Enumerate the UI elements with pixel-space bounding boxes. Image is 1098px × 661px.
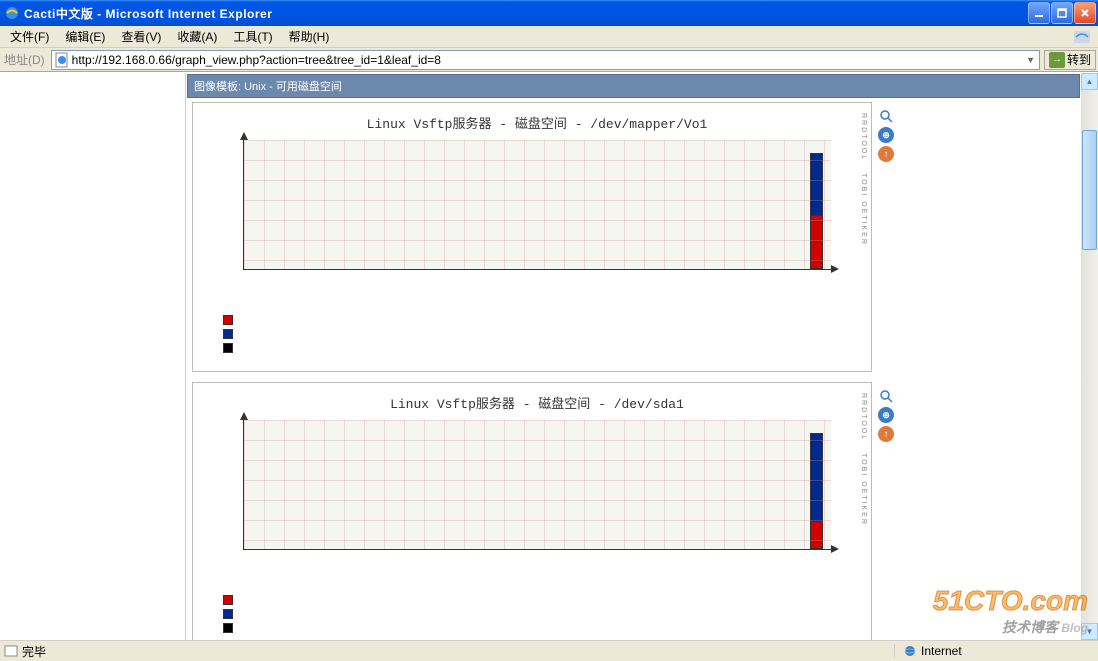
legend-swatch-red: [223, 315, 233, 325]
plot-area: [243, 420, 831, 550]
legend-swatch-blue: [223, 609, 233, 619]
address-input-wrap[interactable]: ▼: [51, 50, 1040, 70]
graph-title: Linux Vsftp服务器 - 磁盘空间 - /dev/mapper/Vo1: [213, 109, 861, 136]
rrdtool-watermark2: TOBI OETIKER: [860, 453, 867, 526]
address-input[interactable]: [72, 53, 1024, 67]
maximize-button[interactable]: [1051, 2, 1073, 24]
tree-pane[interactable]: [0, 73, 186, 640]
bar-used: [810, 215, 823, 269]
graph-action-icons: ⊕ ↑: [872, 102, 894, 162]
menu-view[interactable]: 查看(V): [115, 26, 167, 47]
menu-tools[interactable]: 工具(T): [227, 26, 278, 47]
legend-swatch-red: [223, 595, 233, 605]
internet-zone-icon: [903, 644, 917, 658]
rrdtool-watermark: RRDTOOL: [860, 113, 867, 161]
graph-legend: [223, 595, 233, 637]
page-icon: [54, 52, 70, 68]
menu-favorites[interactable]: 收藏(A): [171, 26, 223, 47]
bar-total: [810, 433, 823, 549]
window-title: Cacti中文版 - Microsoft Internet Explorer: [24, 5, 1028, 22]
close-button[interactable]: [1074, 2, 1096, 24]
address-label: 地址(D): [2, 51, 47, 68]
csv-export-icon[interactable]: ⊕: [878, 407, 894, 423]
dropdown-icon[interactable]: ▼: [1024, 55, 1037, 65]
go-label: 转到: [1067, 51, 1091, 68]
scroll-up-button[interactable]: ▲: [1081, 73, 1098, 90]
window-titlebar: Cacti中文版 - Microsoft Internet Explorer: [0, 0, 1098, 26]
zoom-icon[interactable]: [878, 108, 894, 124]
section-header-disk: 图像模板: Unix - 可用磁盘空间: [187, 74, 1080, 98]
graph-row: Linux Vsftp服务器 - 磁盘空间 - /dev/mapper/Vo1 …: [186, 98, 1081, 378]
scroll-track[interactable]: [1081, 90, 1098, 623]
address-bar: 地址(D) ▼ → 转到: [0, 48, 1098, 72]
scroll-thumb[interactable]: [1082, 130, 1097, 250]
vertical-scrollbar[interactable]: ▲ ▼: [1081, 73, 1098, 640]
graph-pane: 图像模板: Unix - 可用磁盘空间 Linux Vsftp服务器 - 磁盘空…: [186, 73, 1081, 640]
ie-icon: [4, 5, 20, 21]
graph-row: Linux Vsftp服务器 - 磁盘空间 - /dev/sda1 RRDTOO…: [186, 378, 1081, 640]
minimize-button[interactable]: [1028, 2, 1050, 24]
graph-box-2: Linux Vsftp服务器 - 磁盘空间 - /dev/sda1 RRDTOO…: [192, 382, 872, 640]
rrdtool-watermark: RRDTOOL: [860, 393, 867, 441]
graph-title: Linux Vsftp服务器 - 磁盘空间 - /dev/sda1: [213, 389, 861, 416]
plot-area: [243, 140, 831, 270]
legend-swatch-black: [223, 623, 233, 633]
graph-action-icons: ⊕ ↑: [872, 382, 894, 442]
go-button[interactable]: → 转到: [1044, 50, 1096, 70]
menu-file[interactable]: 文件(F): [4, 26, 55, 47]
menu-help[interactable]: 帮助(H): [283, 26, 336, 47]
content-area: 图像模板: Unix - 可用磁盘空间 Linux Vsftp服务器 - 磁盘空…: [0, 72, 1098, 640]
status-text: 完毕: [22, 643, 46, 660]
bar-used: [810, 521, 823, 549]
done-icon: [4, 644, 18, 658]
scroll-down-button[interactable]: ▼: [1081, 623, 1098, 640]
graph-box-1: Linux Vsftp服务器 - 磁盘空间 - /dev/mapper/Vo1 …: [192, 102, 872, 372]
legend-swatch-black: [223, 343, 233, 353]
zoom-icon[interactable]: [878, 388, 894, 404]
page-top-icon[interactable]: ↑: [878, 426, 894, 442]
csv-export-icon[interactable]: ⊕: [878, 127, 894, 143]
go-arrow-icon: →: [1049, 52, 1065, 68]
page-top-icon[interactable]: ↑: [878, 146, 894, 162]
status-zone: Internet: [921, 644, 962, 658]
bar-total: [810, 153, 823, 269]
statusbar: 完毕 Internet: [0, 640, 1098, 661]
rrdtool-watermark2: TOBI OETIKER: [860, 173, 867, 246]
menubar: 文件(F) 编辑(E) 查看(V) 收藏(A) 工具(T) 帮助(H): [0, 26, 1098, 48]
menu-edit[interactable]: 编辑(E): [59, 26, 111, 47]
ie-logo-icon: [1066, 27, 1098, 47]
graph-legend: [223, 315, 233, 357]
legend-swatch-blue: [223, 329, 233, 339]
